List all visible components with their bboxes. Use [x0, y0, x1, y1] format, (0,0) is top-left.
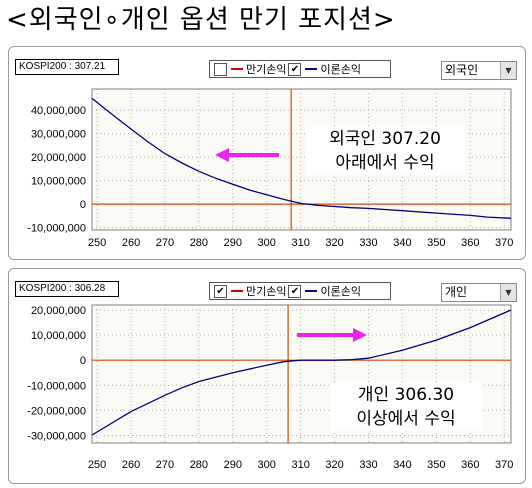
x-tick-label: 330	[359, 237, 377, 249]
checkbox-icon[interactable]: ✔	[288, 62, 302, 76]
legend-swatch-maturity	[231, 68, 243, 70]
y-tick-label: -10,000,000	[27, 380, 86, 392]
y-tick-label: 10,000,000	[31, 176, 86, 188]
y-tick-label: 10,000,000	[31, 330, 86, 342]
legend-swatch-theory	[305, 290, 318, 292]
x-tick-label: 250	[88, 237, 106, 249]
y-tick-label: -10,000,000	[27, 223, 86, 235]
x-tick-label: 280	[190, 237, 208, 249]
x-tick-label: 330	[359, 459, 377, 471]
x-tick-label: 360	[461, 237, 479, 249]
x-tick-label: 340	[393, 459, 411, 471]
legend-item-theory[interactable]: ✔ 이론손익	[288, 283, 361, 299]
investor-select-value: 외국인	[445, 63, 479, 77]
annotation-line-2: 아래에서 수익	[335, 153, 435, 173]
legend-label-theory: 이론손익	[320, 285, 361, 298]
kospi-readout: KOSPI200 : 307.21	[15, 59, 119, 75]
chart-panel-foreign: 250 260 270 280 290 300 310 320 330 340 350 360 370 -…	[8, 46, 526, 260]
chart-svg-individual: 250 260 270 280 290 300 310 320 330 340 350 360 370 -…	[27, 304, 513, 471]
investor-select[interactable]: 개인 ▼	[441, 283, 517, 302]
x-tick-label: 350	[427, 459, 445, 471]
chevron-down-icon[interactable]: ▼	[500, 62, 516, 79]
investor-select[interactable]: 외국인 ▼	[441, 61, 517, 80]
x-tick-label: 320	[325, 459, 343, 471]
kospi-readout: KOSPI200 : 306.28	[15, 281, 119, 297]
x-tick-label: 310	[291, 237, 309, 249]
x-tick-label: 300	[258, 237, 276, 249]
legend-swatch-theory	[305, 68, 318, 70]
x-tick-label: 260	[122, 237, 140, 249]
x-tick-label: 300	[258, 459, 276, 471]
checkbox-icon[interactable]	[214, 62, 227, 76]
annotation-line-2: 이상에서 수익	[356, 409, 456, 429]
investor-select-value: 개인	[445, 285, 468, 299]
legend-label-maturity: 만기손익	[246, 285, 287, 298]
x-tick-label: 370	[495, 237, 513, 249]
x-tick-label: 260	[122, 459, 140, 471]
x-tick-label: 320	[325, 237, 343, 249]
arrow-head	[353, 328, 367, 342]
x-tick-label: 280	[190, 459, 208, 471]
x-tick-label: 310	[291, 459, 309, 471]
arrow-head	[215, 148, 229, 162]
arrow-left-icon	[215, 148, 279, 162]
legend: 만기손익 ✔ 이론손익	[209, 60, 391, 78]
x-tick-label: 290	[224, 237, 242, 249]
x-tick-label: 270	[156, 237, 174, 249]
page-title: <외국인∘개인 옵션 만기 포지션>	[6, 5, 396, 35]
checkbox-icon[interactable]: ✔	[214, 284, 227, 298]
y-tick-label: -20,000,000	[27, 405, 86, 417]
y-tick-label: 40,000,000	[31, 105, 86, 117]
series-line-theory	[91, 97, 512, 219]
legend-item-maturity[interactable]: 만기손익	[214, 61, 286, 77]
legend: ✔ 만기손익 ✔ 이론손익	[209, 282, 391, 300]
chart-panel-individual: 250 260 270 280 290 300 310 320 330 340 350 360 370 -…	[8, 268, 526, 484]
y-tick-label: 0	[80, 199, 86, 211]
x-tick-label: 340	[393, 237, 411, 249]
annotation: 개인 306.30 이상에서 수익	[331, 383, 481, 431]
y-tick-label: 20,000,000	[31, 152, 86, 164]
chevron-down-icon[interactable]: ▼	[500, 284, 516, 301]
annotation-line-1: 외국인 307.20	[329, 129, 441, 149]
y-tick-label: -30,000,000	[27, 430, 86, 442]
y-tick-label: 0	[80, 355, 86, 367]
x-tick-label: 370	[495, 459, 513, 471]
series-line-theory	[91, 309, 512, 436]
y-tick-label: 20,000,000	[31, 305, 86, 317]
annotation-line-1: 개인 306.30	[357, 385, 455, 405]
x-tick-label: 250	[88, 459, 106, 471]
y-tick-label: 30,000,000	[31, 129, 86, 141]
legend-item-theory[interactable]: ✔ 이론손익	[288, 61, 361, 77]
x-tick-label: 270	[156, 459, 174, 471]
legend-swatch-maturity	[231, 290, 243, 292]
legend-label-maturity: 만기손익	[246, 63, 287, 76]
legend-item-maturity[interactable]: ✔ 만기손익	[214, 283, 286, 299]
x-tick-label: 290	[224, 459, 242, 471]
annotation: 외국인 307.20 아래에서 수익	[305, 127, 465, 175]
legend-label-theory: 이론손익	[320, 63, 361, 76]
x-tick-label: 350	[427, 237, 445, 249]
arrow-right-icon	[297, 328, 367, 342]
x-tick-label: 360	[461, 459, 479, 471]
checkbox-icon[interactable]: ✔	[288, 284, 302, 298]
